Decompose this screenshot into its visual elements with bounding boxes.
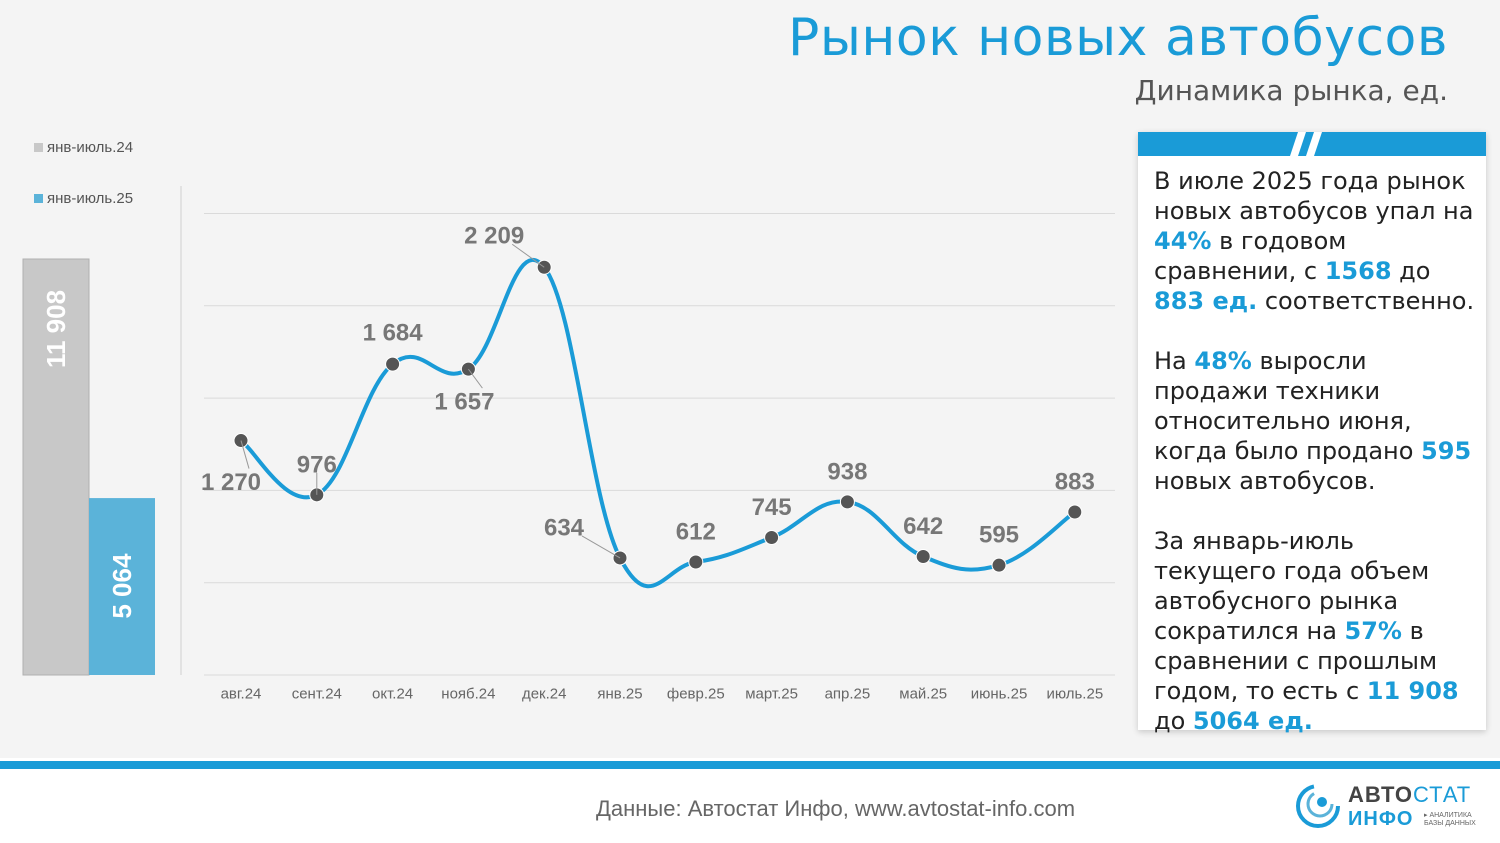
data-point	[764, 529, 780, 545]
info-panel: В июле 2025 года рынок новых автобусов у…	[1138, 132, 1486, 735]
x-tick-label: апр.25	[825, 686, 871, 703]
ytd-bars: 11 908 5 064	[22, 258, 155, 676]
data-point	[915, 548, 931, 564]
data-label: 612	[676, 519, 716, 546]
series-line	[239, 258, 1077, 589]
logo-word-info: ИНФО	[1348, 808, 1414, 830]
data-label: 634	[544, 514, 585, 541]
x-tick-label: авг.24	[221, 686, 262, 703]
x-tick-label: окт.24	[372, 686, 413, 703]
x-tick-label: июль.25	[1046, 686, 1103, 703]
footer	[0, 758, 1500, 843]
page-subtitle: Динамика рынка, ед.	[1134, 74, 1448, 107]
x-tick-label: февр.25	[667, 686, 725, 703]
line-chart-labels: 1 270 976 1 684 1 657 2 209 634 612 745 938 642 59…	[201, 223, 1095, 559]
data-label: 1 657	[434, 389, 494, 416]
avtostat-logo: АВТОСТАТ ИНФО ▸ АНАЛИТИКА БАЗЫ ДАННЫХ	[1292, 780, 1484, 834]
data-label: 595	[979, 522, 1019, 549]
market-chart: 11 908 5 064 1 270 976 1 684 1 657 2 209 634 61…	[22, 186, 1115, 703]
page-title: Рынок новых автобусов	[788, 8, 1448, 68]
x-tick-label: нояб.24	[441, 686, 495, 703]
footer-divider	[0, 761, 1500, 769]
legend-swatch-2025	[34, 193, 43, 203]
data-point	[688, 554, 704, 570]
ytd-bar-1	[89, 498, 155, 675]
data-label: 1 684	[363, 320, 424, 347]
logo-tagline: ▸ АНАЛИТИКА БАЗЫ ДАННЫХ	[1424, 812, 1476, 827]
legend-swatch-2024	[34, 142, 43, 152]
info-paragraph-1: В июле 2025 года рынок новых автобусов у…	[1154, 167, 1475, 315]
line-chart-series	[239, 258, 1077, 589]
ytd-bar-label-1: 5 064	[107, 553, 137, 619]
x-tick-label: март.25	[745, 686, 798, 703]
x-tick-label: май.25	[899, 686, 947, 703]
info-panel-header	[1138, 132, 1486, 156]
line-chart-x-axis: авг.24 сент.24 окт.24 нояб.24 дек.24 янв.25 фе…	[221, 686, 1104, 703]
leader-line	[511, 243, 545, 268]
legend-item-2025: янв-июль.25	[34, 189, 133, 207]
line-chart-grid	[204, 213, 1115, 676]
data-label: 938	[827, 458, 867, 485]
info-paragraph-2: На 48% выросли продажи техники относител…	[1154, 347, 1472, 495]
leader-line	[467, 368, 483, 389]
footer-source: Данные: Автостат Инфо, www.avtostat-info…	[596, 796, 1076, 821]
x-tick-label: сент.24	[292, 686, 342, 703]
logo-word-avtostat: АВТОСТАТ	[1348, 782, 1472, 807]
logo-globe-icon	[1296, 784, 1340, 828]
ytd-bar-0	[22, 258, 90, 676]
data-label: 1 270	[201, 469, 261, 496]
info-text: В июле 2025 года рынок новых автобусов у…	[1154, 166, 1482, 766]
data-label: 883	[1055, 468, 1095, 495]
data-label: 2 209	[464, 223, 524, 250]
bar-legend: янв-июль.24 янв-июль.25	[34, 138, 133, 240]
data-point	[991, 557, 1007, 573]
data-label: 642	[903, 513, 943, 540]
legend-item-2024: янв-июль.24	[34, 138, 133, 156]
ytd-bar-label-0: 11 908	[41, 290, 71, 368]
x-tick-label: июнь.25	[971, 686, 1028, 703]
leader-line	[240, 440, 250, 469]
leader-line	[581, 535, 621, 559]
data-point	[1067, 504, 1083, 520]
x-tick-label: дек.24	[522, 686, 567, 703]
data-label: 976	[297, 451, 337, 478]
x-tick-label: янв.25	[597, 686, 642, 703]
legend-label-2025: янв-июль.25	[47, 189, 134, 207]
data-point	[839, 494, 855, 510]
legend-label-2024: янв-июль.24	[47, 138, 134, 156]
info-paragraph-3: За январь-июль текущего года объем автоб…	[1154, 527, 1459, 735]
data-label: 745	[752, 494, 792, 521]
data-point	[385, 356, 401, 372]
